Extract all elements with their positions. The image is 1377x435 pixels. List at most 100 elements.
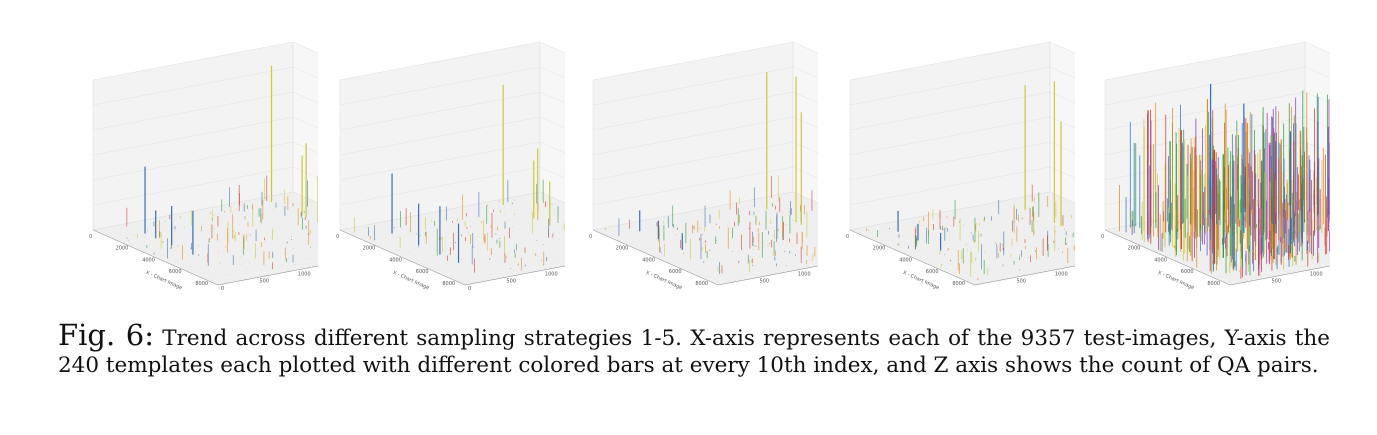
y-tick-label: 500 bbox=[1271, 279, 1281, 285]
x-tick-label: 6000 bbox=[926, 269, 939, 275]
x-tick-label: 8000 bbox=[952, 281, 965, 287]
grid-line bbox=[1104, 91, 1306, 131]
y-axis-line bbox=[1229, 265, 1330, 286]
y-axis-line bbox=[217, 265, 318, 286]
x-tick-label: 2000 bbox=[116, 246, 129, 252]
x-tick-label: 2000 bbox=[873, 246, 886, 252]
grid-line bbox=[539, 141, 565, 154]
x-tick-label: 4000 bbox=[389, 257, 402, 263]
figure-caption: Fig. 6: Trend across different sampling … bbox=[58, 321, 1330, 379]
grid-line bbox=[292, 116, 318, 129]
grid-line bbox=[792, 166, 818, 179]
grid-line bbox=[1049, 166, 1075, 179]
grid-line bbox=[92, 141, 294, 181]
chart-panel-1: 0200040006000800005001000150020002500010… bbox=[68, 30, 318, 295]
grid-line bbox=[339, 141, 541, 181]
x-tick-label: 0 bbox=[846, 234, 849, 240]
grid-line bbox=[592, 166, 794, 206]
grid-line bbox=[539, 116, 565, 129]
grid-line bbox=[292, 166, 318, 179]
x-tick-label: 4000 bbox=[142, 257, 155, 263]
grid-line bbox=[849, 166, 1051, 206]
x-axis-line bbox=[1104, 229, 1231, 286]
y-tick-label: 1000 bbox=[298, 271, 311, 277]
x-axis-line bbox=[592, 229, 719, 286]
x-tick-label: 4000 bbox=[899, 257, 912, 263]
chart-svg-3: 0200040006000800050010001500200005001000… bbox=[589, 41, 818, 291]
x-tick-label: 2000 bbox=[616, 246, 629, 252]
grid-line bbox=[539, 91, 565, 104]
grid-line bbox=[792, 116, 818, 129]
y-tick-label: 0 bbox=[468, 286, 471, 292]
grid-line bbox=[792, 91, 818, 104]
grid-line bbox=[1304, 116, 1330, 129]
x-axis-line bbox=[339, 229, 466, 286]
x-tick-label: 0 bbox=[589, 234, 592, 240]
grid-line bbox=[339, 66, 541, 106]
grid-line bbox=[292, 66, 318, 79]
grid-line bbox=[292, 91, 318, 104]
chart-panel-4: 0200040006000800050010001500200005001000… bbox=[825, 30, 1075, 295]
grid-line bbox=[92, 66, 294, 106]
x-tick-label: 6000 bbox=[169, 269, 182, 275]
plot-area: 0200040006000800050010001500200005001000… bbox=[846, 41, 1075, 291]
chart-panel-3: 0200040006000800050010001500200005001000… bbox=[568, 30, 818, 295]
grid-line bbox=[849, 66, 1051, 106]
grid-line bbox=[1049, 91, 1075, 104]
caption-text: Trend across different sampling strategi… bbox=[58, 326, 1330, 378]
x-tick-label: 6000 bbox=[1181, 269, 1194, 275]
y-axis-line bbox=[464, 265, 565, 286]
plot-area: 0200040006000800050010001500200002040608… bbox=[1101, 41, 1330, 291]
grid-line bbox=[339, 166, 541, 206]
x-tick-label: 8000 bbox=[695, 281, 708, 287]
grid-line bbox=[849, 116, 1051, 156]
grid-line bbox=[1304, 66, 1330, 79]
figure-label: Fig. 6: bbox=[58, 318, 155, 352]
grid-line bbox=[1304, 141, 1330, 154]
grid-line bbox=[592, 91, 794, 131]
grid-line bbox=[1104, 66, 1306, 106]
x-axis-line bbox=[849, 229, 976, 286]
grid-line bbox=[792, 66, 818, 79]
grid-line bbox=[1304, 91, 1330, 104]
chart-svg-1: 0200040006000800005001000150020002500010… bbox=[89, 41, 318, 292]
x-tick-label: 2000 bbox=[1128, 246, 1141, 252]
grid-line bbox=[539, 66, 565, 79]
plot-area: 0200040006000800005001000150020000100020… bbox=[336, 41, 565, 292]
grid-line bbox=[1049, 141, 1075, 154]
grid-line bbox=[339, 91, 541, 131]
chart-svg-2: 0200040006000800005001000150020000100020… bbox=[336, 41, 565, 292]
x-tick-label: 0 bbox=[89, 234, 92, 240]
grid-line bbox=[849, 91, 1051, 131]
x-tick-label: 8000 bbox=[442, 281, 455, 287]
grid-line bbox=[92, 116, 294, 156]
grid-line bbox=[592, 66, 794, 106]
grid-line bbox=[92, 166, 294, 206]
y-tick-label: 1000 bbox=[1310, 271, 1323, 277]
chart-panel-5: 0200040006000800050010001500200002040608… bbox=[1080, 30, 1330, 295]
plot-area: 0200040006000800050010001500200005001000… bbox=[589, 41, 818, 291]
chart-svg-4: 0200040006000800050010001500200005001000… bbox=[846, 41, 1075, 291]
plot-area: 0200040006000800005001000150020002500010… bbox=[89, 41, 318, 292]
y-tick-label: 500 bbox=[759, 279, 769, 285]
grid-line bbox=[292, 141, 318, 154]
y-tick-label: 1000 bbox=[798, 271, 811, 277]
x-tick-label: 2000 bbox=[363, 246, 376, 252]
grid-line bbox=[1304, 166, 1330, 179]
figure-panels: 0200040006000800005001000150020002500010… bbox=[68, 30, 1330, 295]
chart-svg-5: 0200040006000800050010001500200002040608… bbox=[1101, 41, 1330, 291]
x-tick-label: 4000 bbox=[1154, 257, 1167, 263]
x-tick-label: 6000 bbox=[416, 269, 429, 275]
chart-panel-2: 0200040006000800005001000150020000100020… bbox=[315, 30, 565, 295]
y-tick-label: 1000 bbox=[1055, 271, 1068, 277]
x-tick-label: 8000 bbox=[195, 281, 208, 287]
y-axis-line bbox=[717, 265, 818, 286]
grid-line bbox=[92, 91, 294, 131]
x-tick-label: 4000 bbox=[642, 257, 655, 263]
y-tick-label: 500 bbox=[1016, 279, 1026, 285]
x-tick-label: 0 bbox=[336, 234, 339, 240]
y-axis-line bbox=[974, 265, 1075, 286]
x-axis-line bbox=[92, 229, 219, 286]
x-tick-label: 0 bbox=[1101, 234, 1104, 240]
y-tick-label: 500 bbox=[259, 279, 269, 285]
